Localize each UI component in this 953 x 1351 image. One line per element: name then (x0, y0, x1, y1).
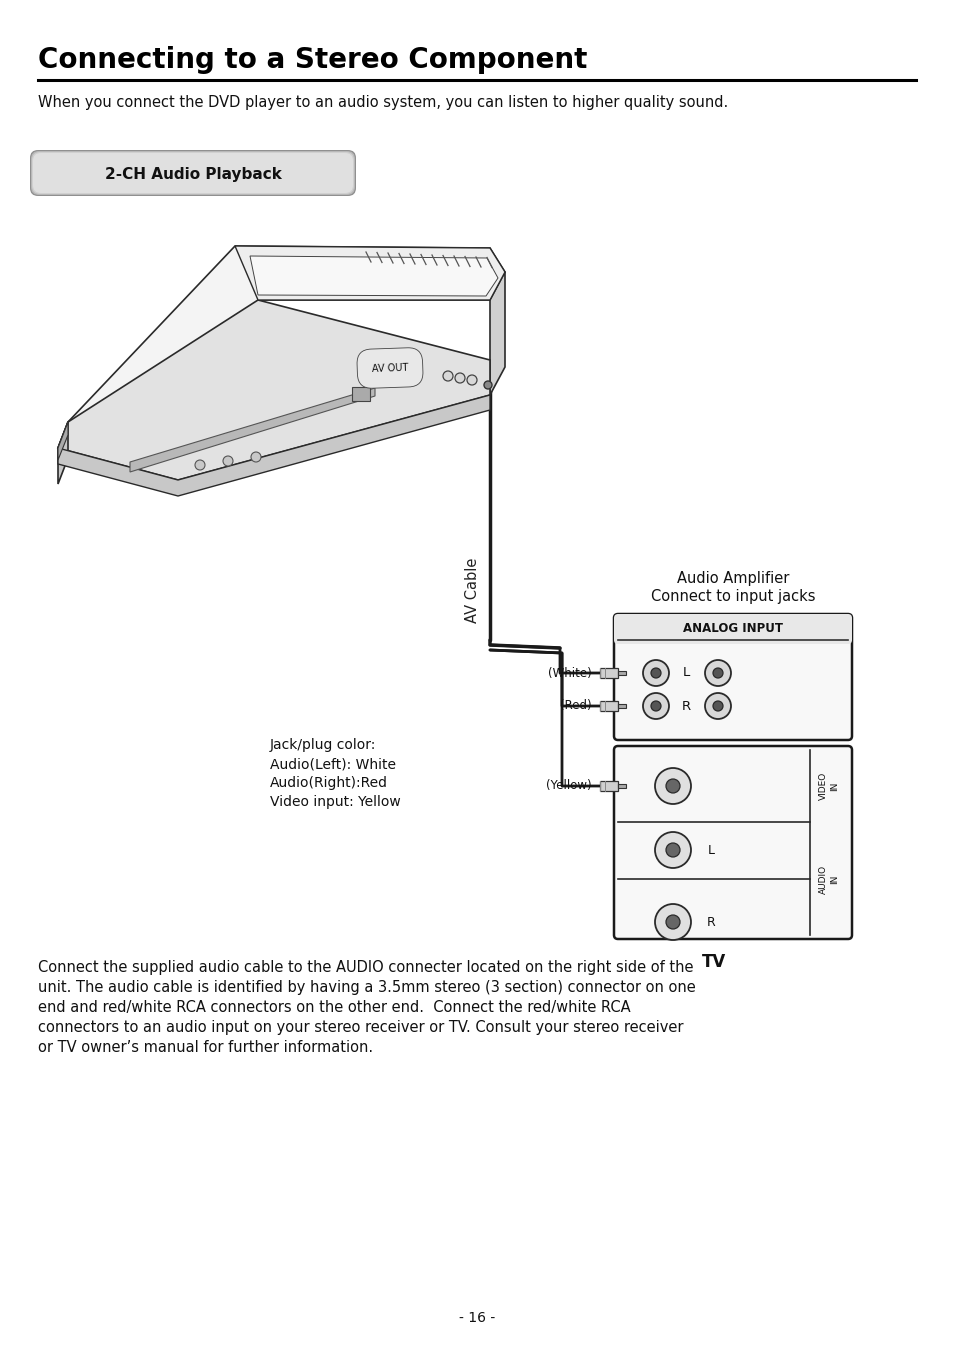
Bar (599, 667, 618, 678)
Text: Connecting to a Stereo Component: Connecting to a Stereo Component (38, 46, 587, 74)
Text: AV Cable: AV Cable (465, 558, 480, 623)
Circle shape (665, 780, 679, 793)
Polygon shape (490, 272, 504, 394)
Text: (White): (White) (548, 666, 592, 680)
Text: AV OUT: AV OUT (372, 362, 408, 374)
Circle shape (442, 372, 453, 381)
Polygon shape (130, 388, 375, 471)
Polygon shape (58, 422, 68, 484)
Circle shape (704, 661, 730, 686)
Polygon shape (250, 255, 497, 296)
Text: (Yellow): (Yellow) (546, 780, 592, 793)
Text: 2-CH Audio Playback: 2-CH Audio Playback (105, 166, 281, 181)
Circle shape (223, 457, 233, 466)
Bar (599, 781, 618, 790)
Text: L: L (681, 666, 689, 680)
Text: end and red/white RCA connectors on the other end.  Connect the red/white RCA: end and red/white RCA connectors on the … (38, 1000, 630, 1015)
Circle shape (455, 373, 464, 382)
Circle shape (704, 693, 730, 719)
Text: Connect the supplied audio cable to the AUDIO connecter located on the right sid: Connect the supplied audio cable to the … (38, 961, 693, 975)
FancyBboxPatch shape (30, 151, 355, 195)
Circle shape (251, 453, 261, 462)
Polygon shape (58, 422, 68, 459)
Text: VIDEO
IN: VIDEO IN (819, 771, 838, 800)
Text: Audio(Right):Red: Audio(Right):Red (270, 775, 388, 790)
Text: Connect to input jacks: Connect to input jacks (650, 589, 815, 604)
Circle shape (655, 832, 690, 867)
Text: When you connect the DVD player to an audio system, you can listen to higher qua: When you connect the DVD player to an au… (38, 95, 727, 109)
Text: Jack/plug color:: Jack/plug color: (270, 738, 376, 753)
Text: AUDIO
IN: AUDIO IN (819, 865, 838, 893)
Text: Video input: Yellow: Video input: Yellow (270, 794, 400, 809)
Circle shape (650, 701, 660, 711)
Text: (Red): (Red) (559, 700, 592, 712)
Bar (618, 704, 625, 708)
Polygon shape (58, 394, 490, 496)
Circle shape (712, 701, 722, 711)
Circle shape (642, 661, 668, 686)
Text: Audio Amplifier: Audio Amplifier (676, 571, 788, 586)
Circle shape (655, 767, 690, 804)
Text: L: L (707, 843, 714, 857)
Bar (618, 784, 625, 788)
Text: connectors to an audio input on your stereo receiver or TV. Consult your stereo : connectors to an audio input on your ste… (38, 1020, 682, 1035)
Text: - 16 -: - 16 - (458, 1310, 495, 1325)
Polygon shape (58, 246, 504, 480)
Bar (599, 701, 618, 711)
Text: or TV owner’s manual for further information.: or TV owner’s manual for further informa… (38, 1040, 373, 1055)
Circle shape (655, 904, 690, 940)
FancyBboxPatch shape (614, 746, 851, 939)
Polygon shape (58, 300, 490, 480)
Circle shape (483, 381, 492, 389)
FancyBboxPatch shape (30, 150, 355, 196)
Text: ANALOG INPUT: ANALOG INPUT (682, 623, 782, 635)
Text: unit. The audio cable is identified by having a 3.5mm stereo (3 section) connect: unit. The audio cable is identified by h… (38, 979, 695, 994)
Text: Audio(Left): White: Audio(Left): White (270, 757, 395, 771)
Text: TV: TV (701, 952, 725, 971)
Circle shape (665, 915, 679, 929)
Circle shape (194, 459, 205, 470)
Bar (618, 671, 625, 676)
FancyBboxPatch shape (614, 613, 851, 644)
FancyBboxPatch shape (32, 153, 354, 195)
Circle shape (665, 843, 679, 857)
Circle shape (650, 667, 660, 678)
Circle shape (712, 667, 722, 678)
FancyBboxPatch shape (33, 153, 353, 193)
Text: R: R (706, 916, 715, 928)
FancyBboxPatch shape (614, 613, 851, 740)
Circle shape (642, 693, 668, 719)
Text: R: R (680, 700, 690, 712)
Circle shape (467, 376, 476, 385)
Polygon shape (234, 246, 504, 300)
Bar (352, 386, 370, 401)
